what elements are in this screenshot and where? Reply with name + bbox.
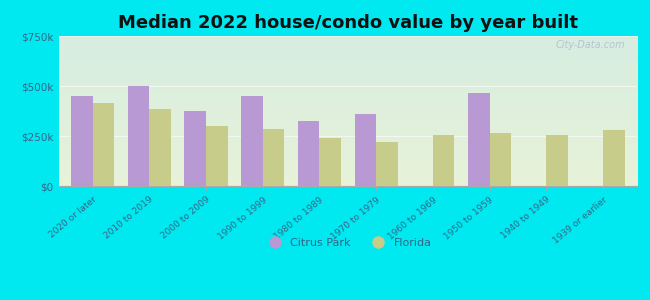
Bar: [150, 109, 171, 186]
Bar: [92, 103, 114, 186]
Bar: [185, 111, 206, 186]
Bar: [298, 121, 319, 186]
Legend: Citrus Park, Florida: Citrus Park, Florida: [259, 234, 436, 252]
Bar: [263, 129, 284, 186]
Bar: [241, 96, 263, 186]
Bar: [71, 96, 92, 186]
Bar: [127, 86, 150, 186]
Text: City-Data.com: City-Data.com: [556, 40, 625, 50]
Bar: [376, 142, 398, 186]
Bar: [206, 126, 228, 186]
Title: Median 2022 house/condo value by year built: Median 2022 house/condo value by year bu…: [118, 14, 578, 32]
Bar: [433, 135, 454, 186]
Bar: [546, 135, 568, 186]
Bar: [489, 133, 511, 186]
Bar: [354, 114, 376, 186]
Bar: [603, 130, 625, 186]
Bar: [319, 138, 341, 186]
Bar: [468, 93, 489, 186]
